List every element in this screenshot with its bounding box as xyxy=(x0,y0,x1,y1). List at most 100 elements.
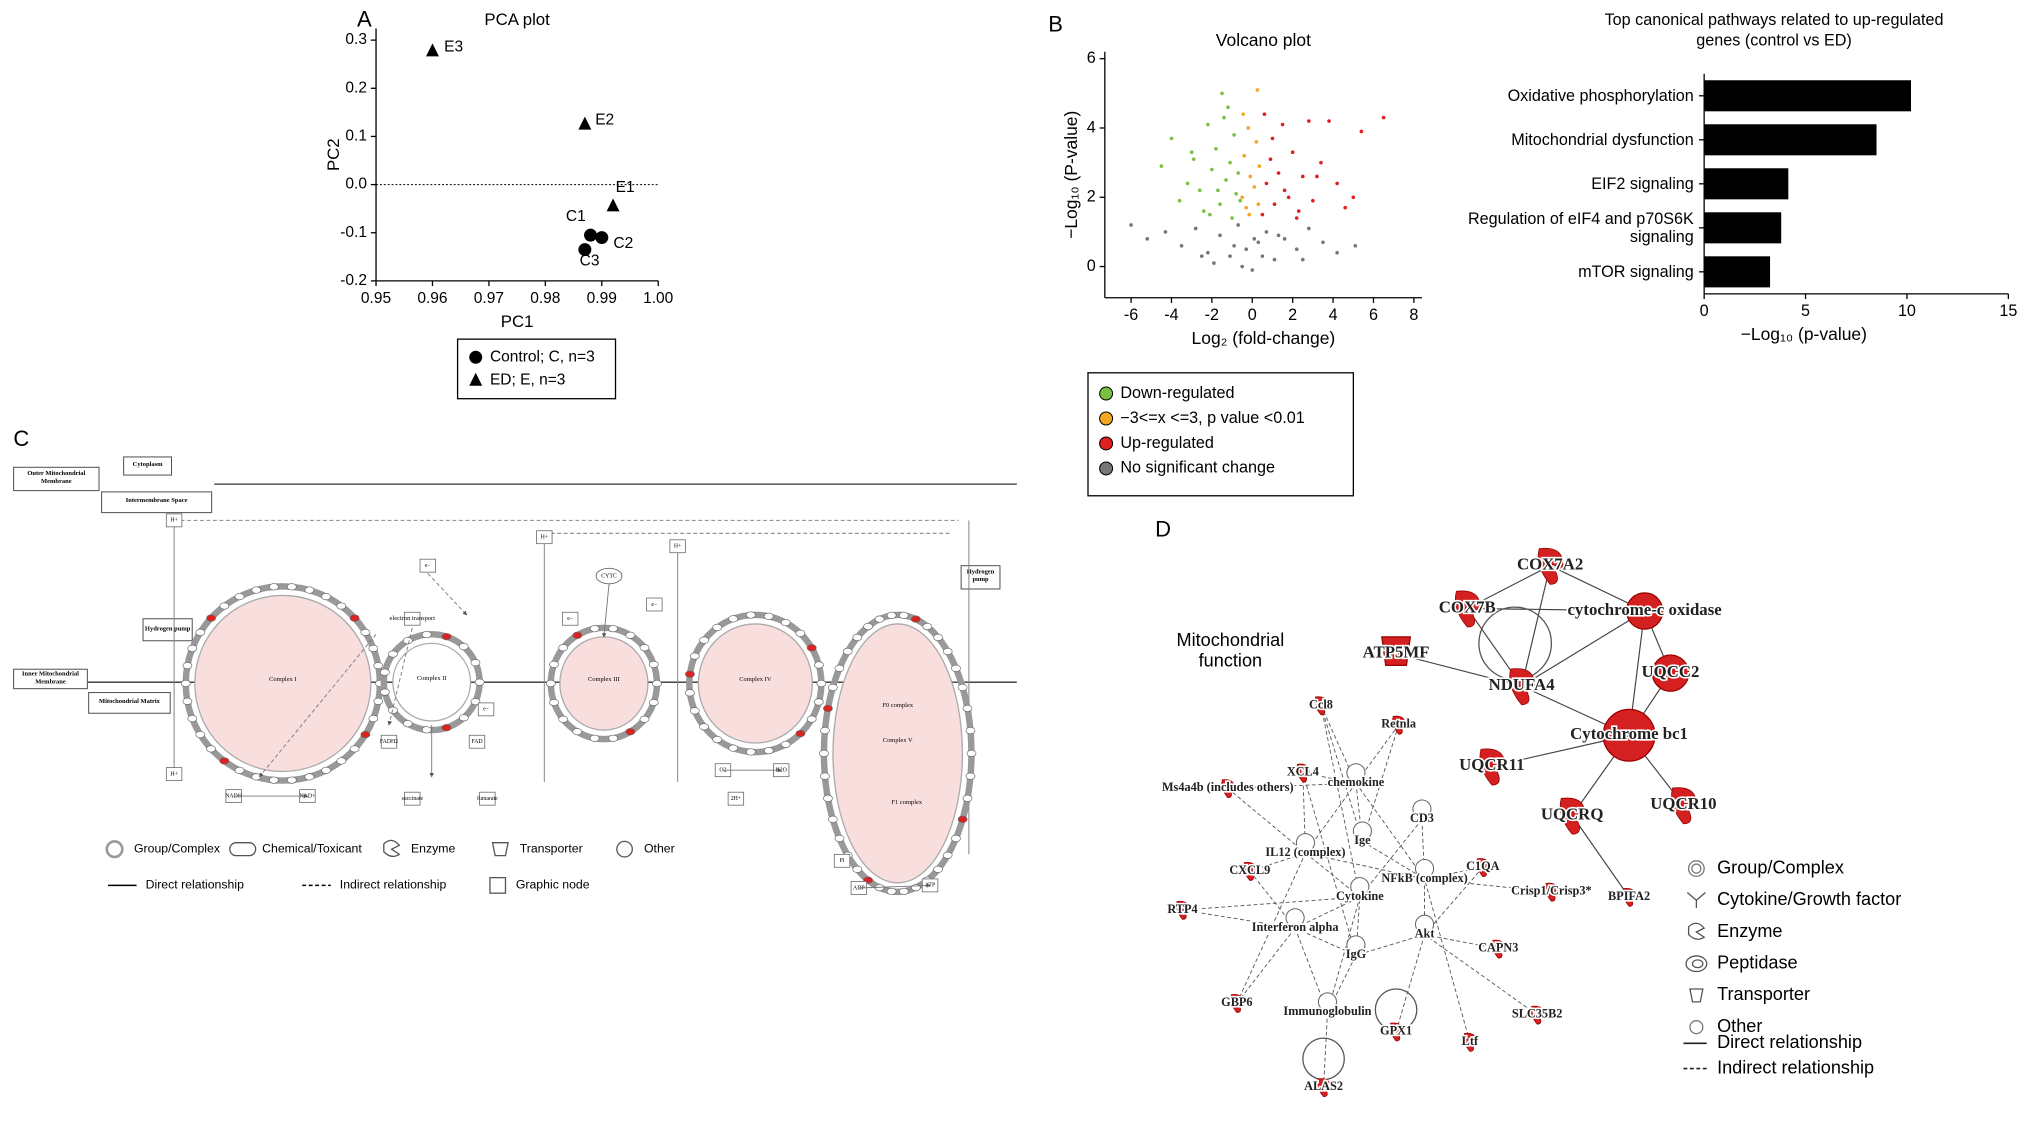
node-shape xyxy=(1509,668,1535,706)
point xyxy=(1129,223,1133,227)
gene-node xyxy=(823,704,833,712)
legend-shape xyxy=(1689,1020,1704,1035)
gene-node xyxy=(321,593,331,601)
panel-label: A xyxy=(357,7,372,32)
point xyxy=(1247,212,1252,217)
node-label: CXCL9 xyxy=(1229,863,1270,877)
gene-node xyxy=(234,766,245,774)
point-label: E1 xyxy=(616,179,635,196)
gene-node xyxy=(206,614,216,622)
legend-shape xyxy=(1685,955,1708,973)
gene-node xyxy=(589,625,600,633)
y-tick-label-box: Regulation of eIF4 and p70S6K signaling xyxy=(1467,209,1694,246)
node-label: Crisp1/Crisp3* xyxy=(1511,884,1592,898)
gene-node xyxy=(549,698,559,707)
node-shape xyxy=(1651,654,1690,692)
point xyxy=(1359,129,1364,134)
point xyxy=(426,43,439,57)
point xyxy=(1185,181,1190,186)
x-tick-label: 0.99 xyxy=(587,290,617,307)
gene-node xyxy=(388,706,398,714)
gene-node xyxy=(379,668,390,676)
gene-node xyxy=(795,730,806,738)
node-shape xyxy=(669,539,686,554)
point xyxy=(1290,150,1295,155)
gene-node xyxy=(728,615,739,623)
node-shape xyxy=(1317,992,1338,1012)
complex-label: Complex IV xyxy=(739,676,771,683)
node-shape xyxy=(165,513,183,528)
node-label: H+ xyxy=(674,544,681,550)
point xyxy=(1250,268,1255,272)
indirect-edge xyxy=(1327,954,1357,1013)
node-label: Cytochrome bc1 xyxy=(1570,724,1688,743)
y-axis-label: −Log₁₀ (P-value) xyxy=(1061,111,1081,239)
gene-node xyxy=(834,664,845,672)
gene-node xyxy=(304,773,315,781)
node-label: CYTC xyxy=(601,573,617,579)
node-label: BPIFA2 xyxy=(1608,889,1650,903)
gene-node xyxy=(402,720,413,728)
legend-label: Chemical/Toxicant xyxy=(262,841,362,855)
legend-label: Transporter xyxy=(520,841,583,855)
point-label: E3 xyxy=(444,38,463,55)
legend-label: Other xyxy=(644,841,675,855)
gene-node xyxy=(745,748,756,756)
node-label: NFkB (complex) xyxy=(1381,871,1467,885)
y-tick-label: Regulation of eIF4 and p70S6K signaling xyxy=(1467,209,1694,246)
complex xyxy=(194,594,372,773)
legend-shape xyxy=(1687,922,1706,940)
gene-node xyxy=(816,679,827,688)
legend-label: Control; C, n=3 xyxy=(490,348,595,365)
indirect-edge xyxy=(1294,927,1357,956)
node-label: 2H+ xyxy=(731,796,741,802)
gene-node xyxy=(922,622,933,631)
gene-node xyxy=(951,834,961,843)
indirect-edge xyxy=(1227,787,1307,854)
gene-node xyxy=(780,618,791,627)
gene-node xyxy=(910,615,921,623)
point xyxy=(1246,126,1251,130)
point xyxy=(578,116,592,130)
node-shape xyxy=(1346,763,1366,783)
node-label: C1QA xyxy=(1466,859,1500,873)
gene-node xyxy=(458,714,469,722)
point xyxy=(1226,105,1230,110)
legend-label: Up-regulated xyxy=(1120,434,1213,452)
complex-label: Complex I xyxy=(269,676,297,683)
legend-swatch xyxy=(469,350,483,364)
point xyxy=(1242,153,1247,158)
direct-edge xyxy=(1521,565,1551,687)
chart-title: Volcano plot xyxy=(1216,30,1311,50)
node-shape xyxy=(1454,590,1481,628)
gene-node xyxy=(474,678,485,686)
point xyxy=(1272,202,1277,207)
indirect-edge xyxy=(1236,927,1296,1004)
gene-node xyxy=(933,865,943,873)
point xyxy=(595,231,609,245)
node-shape xyxy=(1479,748,1505,786)
complex-label: Complex V xyxy=(883,737,913,744)
node-label: Ms4a4b (includes others) xyxy=(1162,780,1294,794)
gene-node xyxy=(545,679,556,688)
complex-label: Complex II xyxy=(417,675,447,682)
gene-node xyxy=(820,727,830,735)
node-shape xyxy=(1530,1005,1544,1025)
gene-node xyxy=(820,772,830,780)
gene-node xyxy=(625,728,636,736)
gene-node xyxy=(652,679,662,688)
gene-node xyxy=(728,744,739,752)
point xyxy=(1254,140,1259,144)
point xyxy=(1335,181,1339,186)
point xyxy=(1276,233,1281,238)
y-tick-label: 0.1 xyxy=(345,128,367,145)
compartment-label: Mitochondrial Matrix xyxy=(98,699,160,706)
indirect-edge xyxy=(1320,705,1357,784)
gene-node xyxy=(321,766,331,774)
legend-label: Indirect relationship xyxy=(1717,1057,1874,1077)
gene-node xyxy=(608,625,618,633)
point xyxy=(1280,122,1285,127)
node-label: Ltf xyxy=(1462,1034,1479,1048)
point xyxy=(1276,171,1281,175)
